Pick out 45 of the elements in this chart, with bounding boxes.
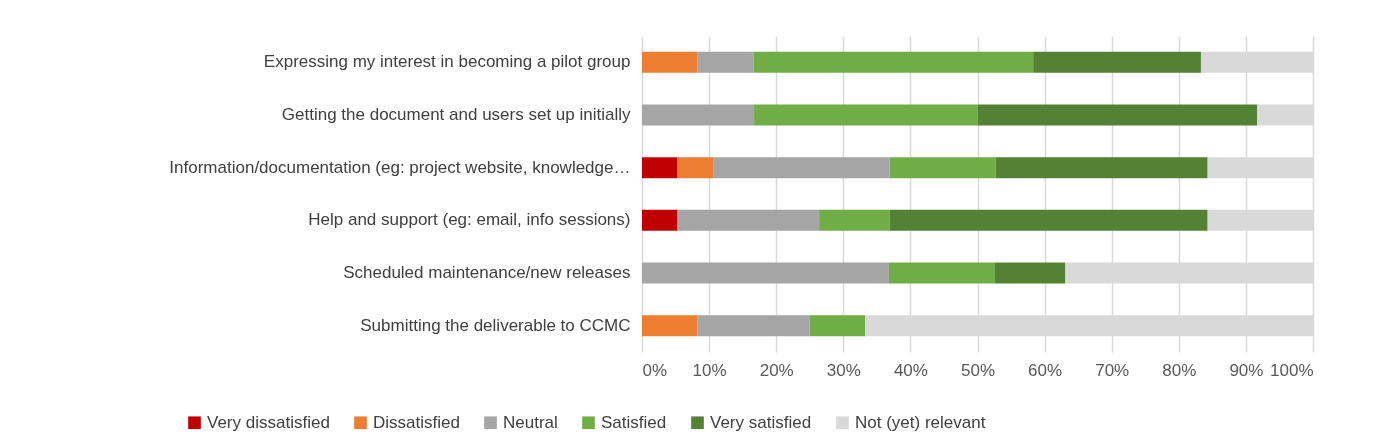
bar xyxy=(677,209,820,231)
bar xyxy=(642,157,678,179)
bar xyxy=(889,157,996,179)
bar xyxy=(977,104,1258,126)
bar xyxy=(995,157,1208,179)
bar xyxy=(809,315,866,337)
bar xyxy=(677,157,714,179)
legend-label: Dissatisfied xyxy=(373,412,460,432)
bar xyxy=(642,104,755,126)
bar xyxy=(994,262,1066,284)
y-tick-label: Getting the document and users set up initially xyxy=(281,105,631,124)
bar xyxy=(697,51,754,73)
legend-label: Not (yet) relevant xyxy=(855,412,986,432)
bar xyxy=(888,262,995,284)
x-tick-label: 40% xyxy=(893,360,928,380)
legend-label: Very dissatisfied xyxy=(207,412,330,432)
bar xyxy=(889,209,1208,231)
bar xyxy=(713,157,890,179)
legend-label: Neutral xyxy=(503,412,558,432)
x-tick-label: 20% xyxy=(759,360,794,380)
x-tick-label: 50% xyxy=(960,360,996,380)
bar xyxy=(1033,51,1201,73)
x-tick-label: 100% xyxy=(1270,360,1314,380)
bar xyxy=(642,51,698,73)
x-tick-label: 0% xyxy=(642,360,668,380)
y-tick-label: Submitting the deliverable to CCMC xyxy=(360,315,631,335)
bar xyxy=(642,262,889,284)
bar xyxy=(753,51,1034,73)
x-tick-label: 10% xyxy=(692,360,727,380)
legend-label: Satisfied xyxy=(601,412,667,432)
x-tick-label: 30% xyxy=(826,360,861,380)
y-tick-label: Information/documentation (eg: project website, knowledge… xyxy=(169,157,631,177)
bar xyxy=(642,315,698,337)
x-tick-label: 70% xyxy=(1095,360,1130,380)
y-tick-label: Expressing my interest in becoming a pilot group xyxy=(263,52,631,72)
y-tick-label: Scheduled maintenance/new releases xyxy=(343,263,631,282)
x-tick-label: 80% xyxy=(1162,360,1197,380)
bar xyxy=(642,209,678,231)
bar xyxy=(819,209,890,231)
x-tick-label: 60% xyxy=(1028,360,1063,380)
legend-label: Very satisfied xyxy=(710,412,812,432)
x-tick-label: 90% xyxy=(1229,360,1264,380)
bar xyxy=(697,315,810,337)
y-tick-label: Help and support (eg: email, info sessions) xyxy=(308,210,631,230)
bar xyxy=(754,104,978,126)
